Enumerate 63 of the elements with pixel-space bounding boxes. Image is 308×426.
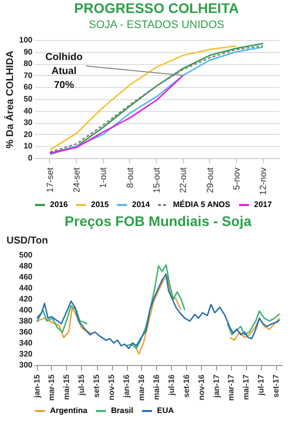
- y-tick-label: 320: [19, 350, 34, 358]
- y-tick-label: 50: [24, 94, 34, 104]
- x-tick-label: 29-out: [204, 167, 215, 194]
- legend-label: 2014: [132, 200, 150, 209]
- legend-label: MÉDIA 5 ANOS: [173, 199, 231, 209]
- x-tick-label: set-15: [92, 374, 102, 398]
- legend-label: Argentina: [50, 406, 88, 415]
- x-tick-label: 12-nov: [258, 167, 268, 196]
- y-tick-label: 480: [19, 262, 34, 270]
- y-tick-label: 460: [19, 272, 34, 282]
- x-tick-label: jan-17: [212, 374, 221, 399]
- y-tick-label: 90: [24, 47, 34, 56]
- y-axis-title: % Da Área COLHIDA: [4, 50, 16, 148]
- x-tick-label: mai-16: [152, 374, 161, 400]
- x-tick-label: 1-out: [98, 167, 108, 188]
- legend-label: Brasil: [111, 406, 134, 415]
- y-tick-label: 70: [24, 70, 34, 80]
- legend-label: 2015: [91, 200, 110, 209]
- x-tick-label: jul-17: [256, 374, 266, 396]
- y-tick-label: 340: [19, 338, 34, 348]
- chart-title: Preços FOB Mundiais - Soja: [64, 213, 252, 229]
- x-tick-label: jul-16: [166, 374, 176, 396]
- x-tick-label: mar-15: [46, 374, 56, 401]
- y-tick-label: 20: [24, 130, 34, 139]
- y-tick-label: 0: [28, 154, 34, 162]
- x-tick-label: jan-15: [32, 374, 42, 399]
- legend-label: 2016: [50, 200, 68, 209]
- x-tick-label: 5-nov: [231, 167, 242, 190]
- line-series: [49, 74, 184, 154]
- x-tick-label: 8-out: [124, 167, 135, 188]
- y-axis-title: USD/Ton: [6, 236, 48, 246]
- y-tick-label: 100: [19, 36, 34, 44]
- y-tick-label: 60: [24, 82, 34, 92]
- chart-subtitle: SOJA - ESTADOS UNIDOS: [88, 19, 224, 31]
- x-tick-label: mai-17: [241, 374, 250, 400]
- y-tick-label: 440: [19, 284, 34, 292]
- y-tick-label: 400: [19, 306, 34, 314]
- x-tick-label: jul-15: [76, 374, 86, 396]
- legend-label: 2017: [254, 200, 272, 209]
- x-tick-label: 15-out: [152, 167, 162, 194]
- x-tick-label: set-17: [272, 374, 281, 398]
- y-tick-label: 380: [19, 316, 34, 326]
- x-tick-label: 22-out: [178, 167, 188, 194]
- y-tick-label: 360: [19, 328, 34, 336]
- y-tick-label: 10: [24, 142, 34, 151]
- x-tick-label: mar-16: [136, 374, 146, 401]
- x-tick-label: nov-15: [107, 374, 116, 400]
- y-tick-label: 40: [24, 106, 34, 116]
- x-tick-label: 17-set: [44, 167, 55, 193]
- y-tick-label: 420: [19, 294, 34, 304]
- x-tick-label: mar-17: [226, 374, 236, 401]
- x-tick-label: jan-16: [122, 374, 132, 399]
- y-tick-label: 300: [19, 360, 34, 370]
- x-tick-label: mai-15: [62, 374, 71, 400]
- x-tick-label: set-16: [182, 374, 191, 398]
- x-tick-label: nov-16: [196, 374, 206, 400]
- annotation: Colhido Atual 70%: [45, 52, 83, 91]
- y-tick-label: 80: [24, 59, 34, 68]
- legend-label: EUA: [157, 406, 174, 415]
- y-tick-label: 30: [24, 118, 34, 128]
- chart-title: PROGRESSO COLHEITA: [74, 0, 239, 16]
- y-tick-label: 500: [19, 250, 34, 260]
- x-tick-label: 24-set: [72, 167, 82, 193]
